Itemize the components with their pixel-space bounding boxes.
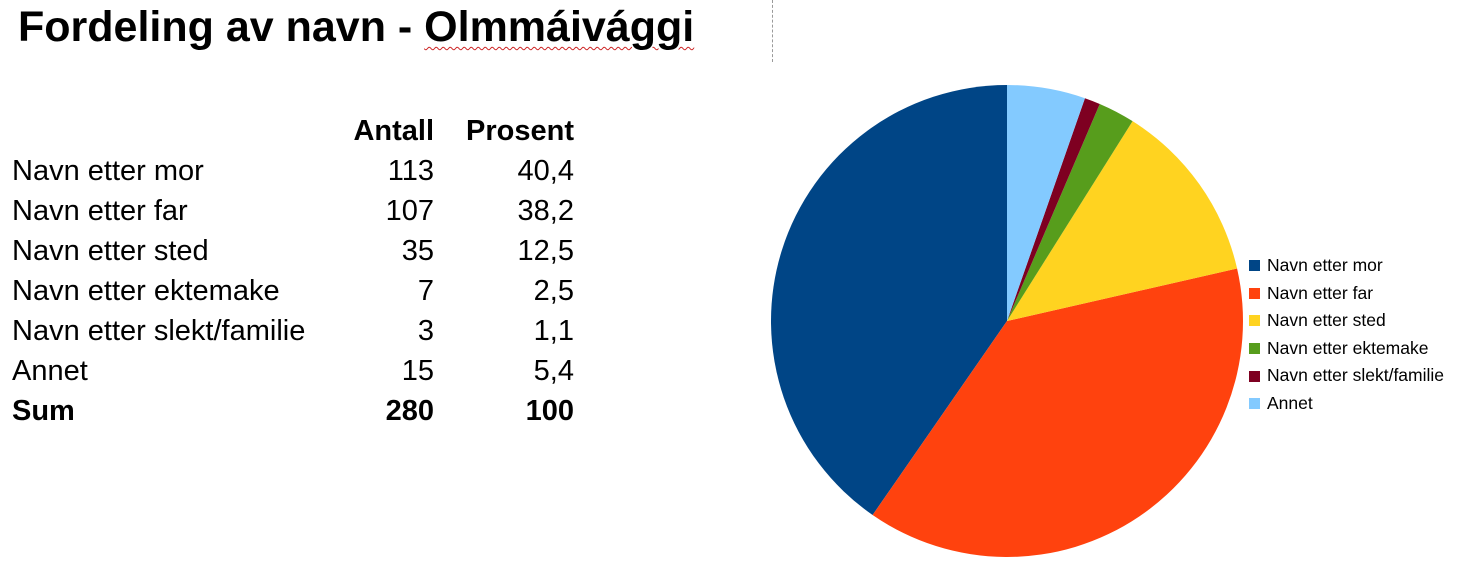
row-percent: 5,4 [533,355,574,387]
table-row: Navn etter mor 113 40,4 [12,151,574,191]
row-count: 7 [417,275,434,307]
row-label: Navn etter ektemake [12,275,280,307]
title-prefix: Fordeling av navn - [18,3,425,51]
row-count: 15 [401,355,434,387]
legend-label: Navn etter mor [1267,255,1383,275]
page-title: Fordeling av navn - Olmmáivággi [18,2,694,52]
row-percent: 38,2 [517,195,574,227]
legend-item: Annet [1249,390,1444,418]
table-sum-row: Sum 280 100 [12,391,574,431]
row-percent: 12,5 [517,235,574,267]
row-label: Navn etter mor [12,155,204,187]
page-divider [772,0,773,62]
row-count: 3 [417,315,434,347]
legend-swatch [1249,398,1260,410]
pie-slice-5 [1007,98,1100,322]
table-row: Navn etter slekt/familie 3 1,1 [12,311,574,351]
header-percent: Prosent [466,115,574,147]
table-row: Navn etter ektemake 7 2,5 [12,271,574,311]
table-header-row: Antall Prosent [12,111,574,151]
legend-swatch [1249,287,1260,299]
legend-swatch [1249,260,1260,272]
legend-label: Navn etter sted [1267,310,1386,331]
legend-label: Navn etter far [1267,282,1374,303]
legend-item: Navn etter far [1249,280,1444,308]
sum-percent: 100 [525,395,574,427]
legend-label: Navn etter ektemake [1267,337,1429,358]
sum-count: 280 [385,395,434,427]
pie-slice-1 [771,85,1007,515]
legend-label: Navn etter slekt/familie [1267,365,1445,386]
header-label [12,111,342,151]
chart-legend: Navn etter mor Navn etter far Navn etter s… [1249,252,1444,418]
row-count: 35 [401,235,434,267]
pie-chart [771,85,1243,557]
table-row: Navn etter sted 35 12,5 [12,231,574,271]
legend-item: Navn etter sted [1249,307,1444,335]
legend-label: Annet [1267,392,1313,413]
row-label: Navn etter slekt/familie [12,315,306,347]
title-place-name: Olmmáivággi [424,3,695,51]
row-percent: 1,1 [533,315,574,347]
pie-slice-6 [1007,85,1085,321]
header-count: Antall [353,115,434,147]
row-label: Navn etter far [12,195,188,227]
sum-label: Sum [12,395,75,427]
row-percent: 2,5 [533,275,574,307]
legend-item: Navn etter ektemake [1249,335,1444,363]
row-count: 107 [385,195,434,227]
pie-slice-4 [1007,103,1133,322]
pie-slice-3 [1007,121,1238,321]
legend-item: Navn etter mor [1249,252,1444,280]
row-percent: 40,4 [517,155,574,187]
pie-slice-2 [872,268,1243,557]
row-label: Annet [12,355,88,387]
table-row: Annet 15 5,4 [12,351,574,391]
legend-swatch [1249,343,1260,355]
legend-item: Navn etter slekt/familie [1249,362,1444,390]
row-label: Navn etter sted [12,235,209,267]
legend-swatch [1249,370,1260,382]
row-count: 113 [387,155,434,187]
table-row: Navn etter far 107 38,2 [12,191,574,231]
name-distribution-table: Antall Prosent Navn etter mor 113 40,4 N… [12,111,574,431]
legend-swatch [1249,315,1260,327]
